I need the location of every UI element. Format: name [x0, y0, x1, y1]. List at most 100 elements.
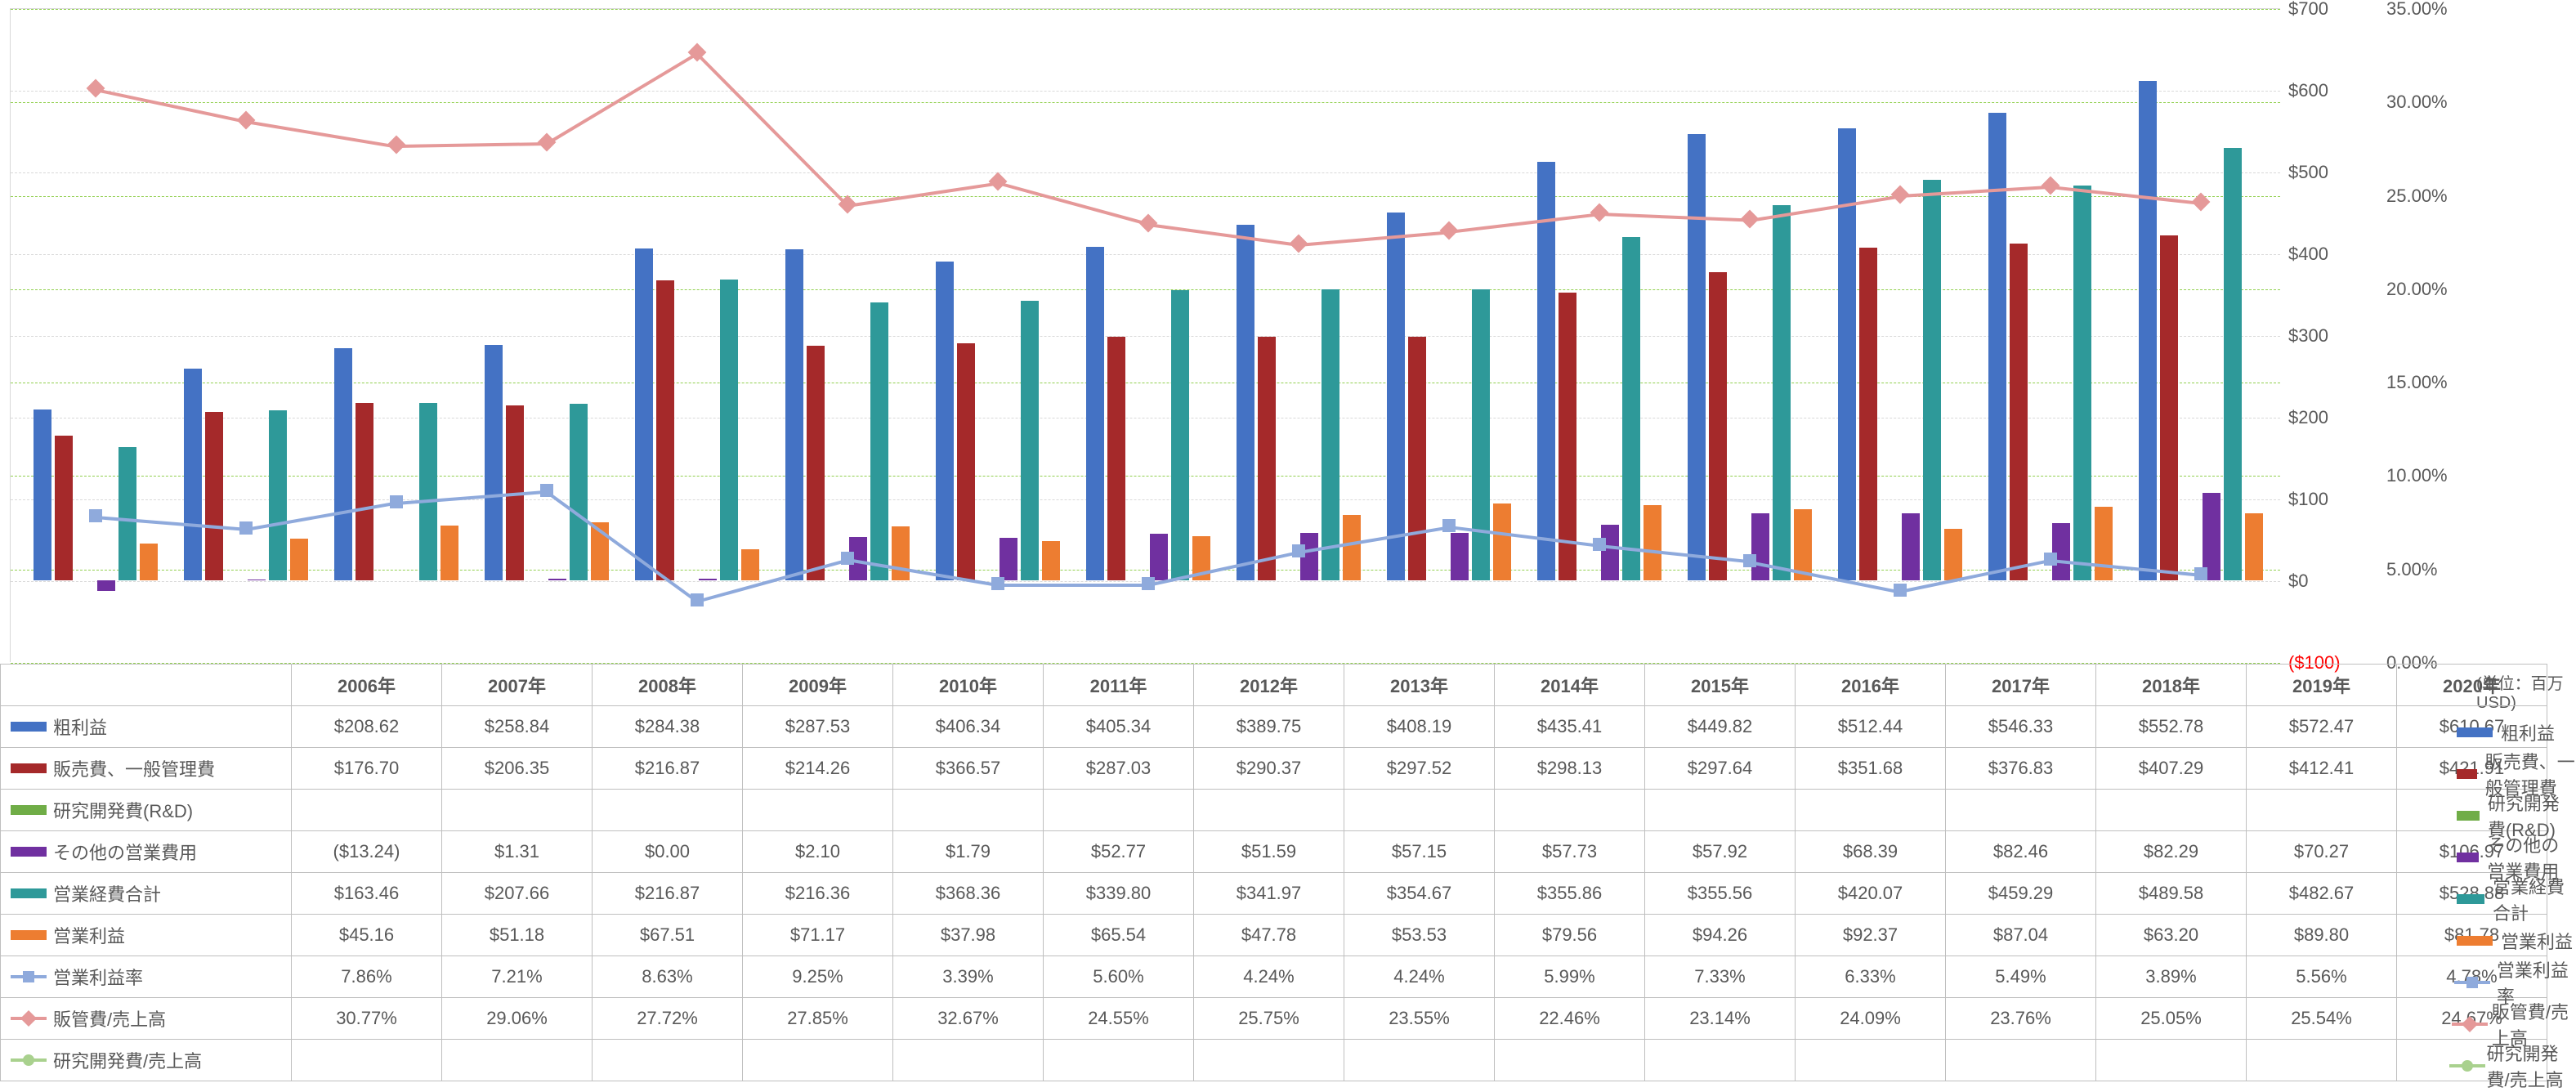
bar-op_income — [2245, 513, 2263, 580]
cell-op_margin: 9.25% — [743, 956, 893, 998]
cell-sga_sales: 23.14% — [1645, 998, 1796, 1040]
cell-sga: $298.13 — [1495, 748, 1645, 790]
marker-op_margin — [691, 593, 704, 606]
bar-gross_profit — [1537, 162, 1555, 580]
cell-sga_sales: 32.67% — [893, 998, 1044, 1040]
marker-op_margin — [1743, 554, 1756, 567]
cell-sga_sales: 23.76% — [1946, 998, 2096, 1040]
row-label: 販売費、一般管理費 — [53, 755, 215, 781]
marker-op_margin — [390, 495, 403, 508]
line-segment-sga_sales — [1599, 213, 1750, 222]
col-header: 2011年 — [1044, 665, 1194, 706]
cell-sga: $297.64 — [1645, 748, 1796, 790]
bar-other_op — [1751, 513, 1769, 580]
table-row: 営業利益率7.86%7.21%8.63%9.25%3.39%5.60%4.24%… — [1, 956, 2547, 998]
cell-op_income: $87.04 — [1946, 915, 2096, 956]
table-row: 営業利益$45.16$51.18$67.51$71.17$37.98$65.54… — [1, 915, 2547, 956]
cell-rnd_sales — [743, 1040, 893, 1081]
cell-gross_profit: $408.19 — [1344, 706, 1495, 748]
cell-op_income: $47.78 — [1194, 915, 1344, 956]
cell-op_exp_total: $482.67 — [2247, 873, 2397, 915]
bar-gross_profit — [785, 249, 803, 580]
bar-gross_profit — [2139, 81, 2157, 580]
cell-gross_profit: $512.44 — [1796, 706, 1946, 748]
marker-op_margin — [239, 521, 253, 535]
col-header: 2015年 — [1645, 665, 1796, 706]
line-segment-sga_sales — [1148, 223, 1299, 247]
cell-sga_sales: 25.75% — [1194, 998, 1344, 1040]
line-segment-op_margin — [998, 584, 1148, 587]
cell-op_income: $37.98 — [893, 915, 1044, 956]
marker-op_margin — [1142, 577, 1155, 590]
marker-op_margin — [991, 577, 1004, 590]
table-header-row: 2006年2007年2008年2009年2010年2011年2012年2013年… — [1, 665, 2547, 706]
cell-op_income: $63.20 — [2096, 915, 2247, 956]
marker-sga_sales — [237, 110, 256, 129]
chart-container: ($100)$0$100$200$300$400$500$600$7000.00… — [0, 0, 2576, 1051]
cell-op_exp_total: $489.58 — [2096, 873, 2247, 915]
cell-other_op: $68.39 — [1796, 831, 1946, 873]
cell-gross_profit: $287.53 — [743, 706, 893, 748]
cell-gross_profit: $546.33 — [1946, 706, 2096, 748]
cell-rnd_sales — [292, 1040, 442, 1081]
y1-tick-label: $300 — [2288, 325, 2328, 347]
cell-sga: $290.37 — [1194, 748, 1344, 790]
marker-sga_sales — [387, 136, 406, 154]
col-header: 2020年 — [2397, 665, 2547, 706]
cell-rnd_sales — [1194, 1040, 1344, 1081]
marker-op_margin — [1894, 584, 1907, 597]
line-segment-sga_sales — [696, 53, 849, 207]
bar-gross_profit — [936, 262, 954, 580]
legend-item-rnd: 研究開発費(R&D) — [2452, 794, 2576, 836]
cell-sga_sales: 24.09% — [1796, 998, 1946, 1040]
table-row: 研究開発費/売上高 — [1, 1040, 2547, 1081]
marker-sga_sales — [1139, 213, 1158, 232]
cell-op_exp_total: $339.80 — [1044, 873, 1194, 915]
cell-gross_profit: $406.34 — [893, 706, 1044, 748]
cell-op_margin: 8.63% — [593, 956, 743, 998]
y1-tick-label: $0 — [2288, 571, 2308, 592]
cell-other_op: $52.77 — [1044, 831, 1194, 873]
cell-op_income: $92.37 — [1796, 915, 1946, 956]
bar-gross_profit — [1838, 128, 1856, 580]
cell-op_exp_total: $420.07 — [1796, 873, 1946, 915]
bar-gross_profit — [485, 345, 503, 580]
bar-op_income — [1644, 505, 1661, 580]
cell-gross_profit: $405.34 — [1044, 706, 1194, 748]
bar-gross_profit — [34, 410, 51, 580]
line-segment-sga_sales — [546, 53, 698, 146]
marker-sga_sales — [989, 172, 1008, 191]
cell-other_op: $57.15 — [1344, 831, 1495, 873]
cell-op_margin: 7.33% — [1645, 956, 1796, 998]
cell-op_exp_total: $207.66 — [442, 873, 593, 915]
cell-op_income: $51.18 — [442, 915, 593, 956]
cell-rnd_sales — [1044, 1040, 1194, 1081]
col-header: 2010年 — [893, 665, 1044, 706]
row-label: 営業利益率 — [53, 964, 143, 990]
cell-op_margin: 3.89% — [2096, 956, 2247, 998]
y2-tick-label: 15.00% — [2386, 372, 2448, 393]
col-header: 2016年 — [1796, 665, 1946, 706]
bar-op_income — [1042, 541, 1060, 580]
bar-sga — [957, 343, 975, 580]
cell-sga: $351.68 — [1796, 748, 1946, 790]
y2-tick-label: 5.00% — [2386, 559, 2437, 580]
cell-op_exp_total: $368.36 — [893, 873, 1044, 915]
marker-sga_sales — [538, 133, 557, 152]
table-row: 研究開発費(R&D) — [1, 790, 2547, 831]
table-row: 販管費/売上高30.77%29.06%27.72%27.85%32.67%24.… — [1, 998, 2547, 1040]
cell-sga: $407.29 — [2096, 748, 2247, 790]
marker-sga_sales — [1590, 204, 1609, 222]
bar-op_income — [1343, 515, 1361, 580]
bar-other_op — [1601, 525, 1619, 580]
cell-sga_sales: 29.06% — [442, 998, 593, 1040]
cell-rnd — [593, 790, 743, 831]
bar-gross_profit — [184, 369, 202, 580]
y1-tick-label: $600 — [2288, 80, 2328, 101]
bar-op_income — [1493, 503, 1511, 580]
bar-gross_profit — [1688, 134, 1706, 580]
cell-op_income: $53.53 — [1344, 915, 1495, 956]
bar-sga — [1408, 337, 1426, 580]
bar-sga — [807, 346, 825, 580]
line-segment-sga_sales — [96, 88, 247, 123]
